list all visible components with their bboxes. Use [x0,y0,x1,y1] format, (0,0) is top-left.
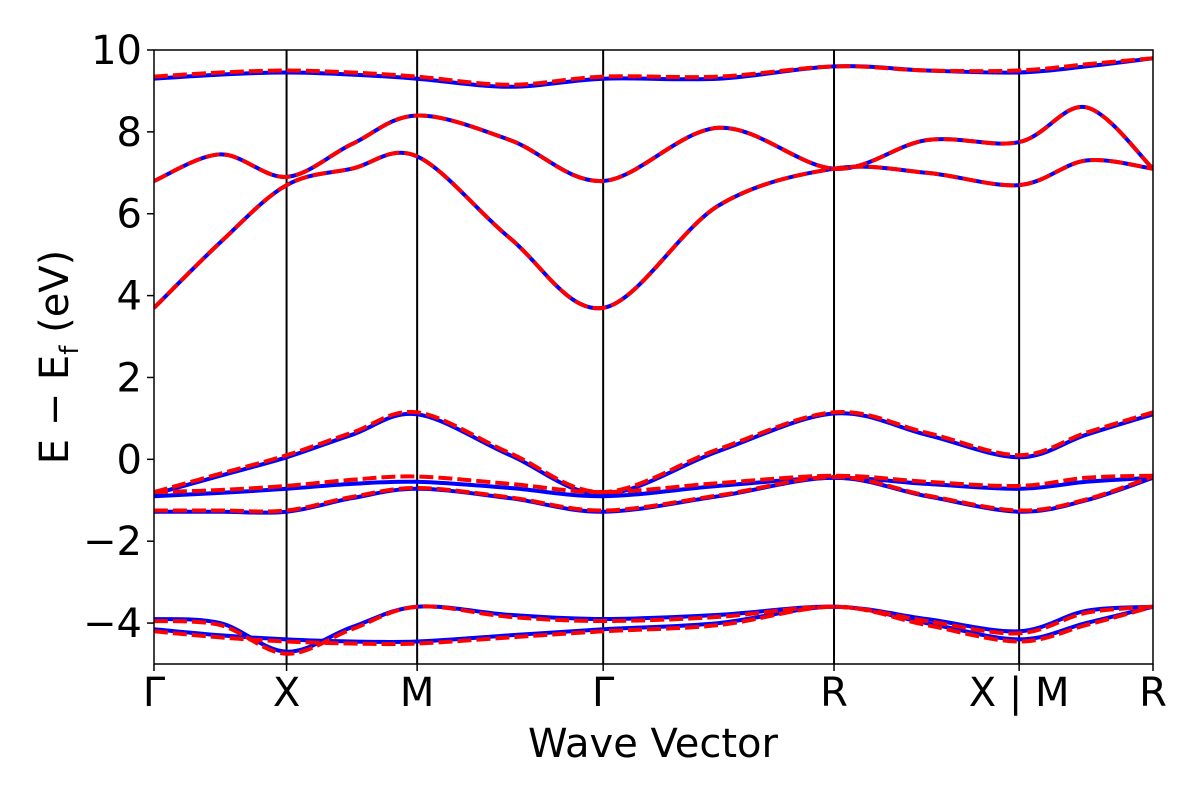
y-tick-label-6: 8 [117,110,142,156]
band-line-dashed-6 [154,604,1153,647]
band-line-dashed-7 [154,604,1153,656]
high-symmetry-lines [285,50,1021,664]
x-tick-label-1: X [273,670,300,716]
y-axis-label-unit: (eV) [32,250,78,346]
x-axis-ticks: Γ X M Γ R X | M R [143,664,1167,716]
band-line-solid-6 [154,604,1153,645]
band-line-dashed-4 [154,105,1153,184]
plot-frame [153,49,1154,665]
band-line-solid-1 [154,475,1153,499]
y-tick-label-1: −2 [83,519,142,565]
y-tick-label-7: 10 [91,28,142,74]
band-line-solid-5 [154,56,1153,89]
x-axis-label: Wave Vector [528,721,779,767]
x-tick-label-3: Γ [592,670,615,716]
x-tick-label-6: R [1139,670,1167,716]
band-line-dashed-3 [154,150,1153,311]
x-tick-label-4: R [820,670,848,716]
band-line-dashed-5 [154,56,1153,87]
y-axis-label-subscript: f [55,345,85,355]
y-axis-label-main: E − E [32,355,78,465]
y-axis-label: E − Ef (eV) [32,250,85,465]
x-tick-label-0: Γ [143,670,166,716]
y-tick-label-5: 6 [117,192,142,238]
y-axis-ticks: −4 −2 0 2 4 6 8 10 [83,28,154,647]
y-tick-label-4: 4 [117,274,142,320]
band-line-dashed-2 [154,409,1153,495]
x-tick-label-5: X | M [969,670,1070,716]
band-line-dashed-1 [154,473,1153,495]
band-line-solid-7 [154,604,1153,654]
y-tick-label-2: 0 [117,437,142,483]
y-tick-label-0: −4 [83,601,142,647]
band-line-dashed-0 [154,474,1153,514]
y-tick-label-3: 2 [117,355,142,401]
x-tick-label-2: M [400,670,435,716]
band-lines [154,56,1153,656]
